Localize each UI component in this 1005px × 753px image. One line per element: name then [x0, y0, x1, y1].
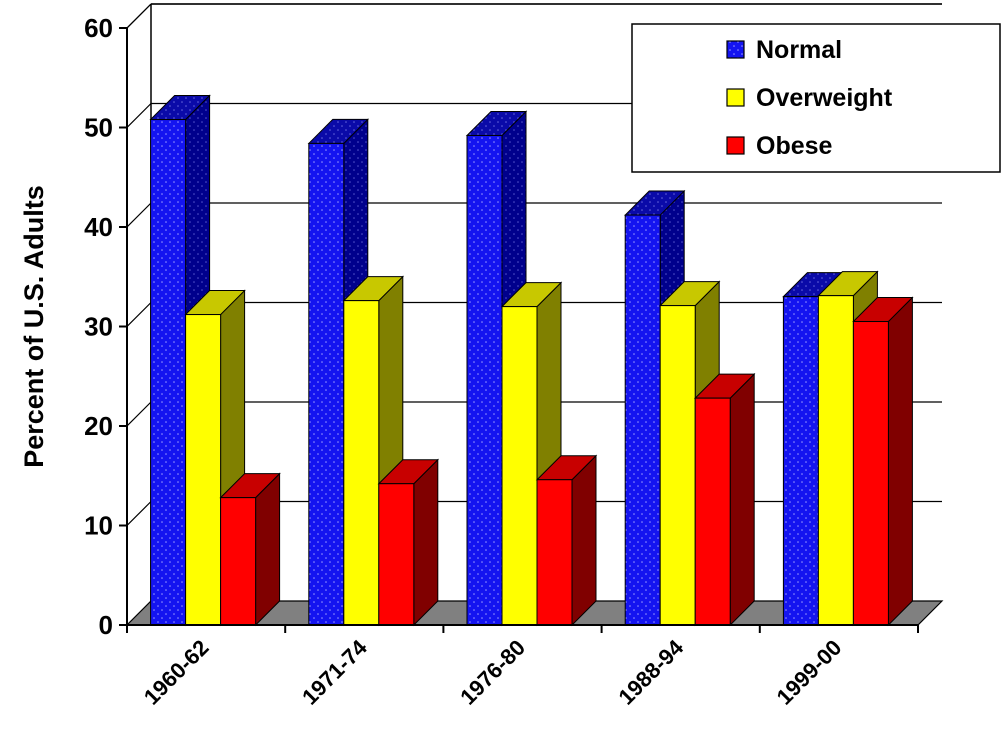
bar-side-face: [729, 372, 755, 627]
bar-front-face: [466, 134, 503, 626]
bar-front-face: [782, 296, 819, 626]
legend-label-overweight: Overweight: [756, 84, 893, 112]
x-category-label: 1988-94: [613, 634, 688, 709]
bar-front-face: [694, 397, 731, 626]
bar-front-face: [852, 321, 889, 626]
y-tick-label: 40: [84, 212, 113, 242]
y-tick-label: 20: [84, 411, 113, 441]
legend-swatch-normal: [726, 40, 745, 59]
bar-front-face: [308, 142, 345, 626]
gridline-side: [126, 401, 152, 427]
bar-side-face: [413, 458, 439, 627]
bar-obese: [219, 472, 281, 627]
legend: Normal Overweight Obese: [631, 23, 1001, 173]
bar-side-face: [255, 472, 281, 627]
y-tick-label: 50: [84, 113, 113, 143]
bar-front-face: [817, 295, 854, 626]
y-axis-top-edge: [126, 3, 152, 29]
bar-front-face: [220, 497, 257, 626]
bar-front-face: [150, 119, 187, 626]
bar-obese: [852, 296, 914, 627]
legend-swatch-overweight: [726, 88, 745, 107]
legend-label-normal: Normal: [756, 36, 842, 64]
legend-box: [631, 23, 1001, 173]
gridline-side: [126, 202, 152, 228]
y-tick-label: 10: [84, 511, 113, 541]
bar-front-face: [343, 300, 380, 626]
y-tick-label: 30: [84, 312, 113, 342]
x-category-label: 1960-62: [139, 635, 214, 710]
bar-front-face: [624, 214, 661, 626]
gridline-side: [126, 501, 152, 526]
legend-label-obese: Obese: [756, 132, 833, 160]
bar-obese: [693, 372, 756, 627]
bar-front-face: [501, 306, 538, 626]
bar-side-face: [887, 296, 913, 627]
y-tick-label: 60: [84, 13, 113, 43]
bar-side-face: [571, 454, 597, 627]
bar-front-face: [536, 479, 573, 626]
x-category-label: 1999-00: [772, 635, 847, 710]
bar-front-face: [185, 314, 222, 626]
gridline-side: [126, 103, 152, 128]
gridline-side: [126, 302, 152, 327]
bar-front-face: [659, 305, 696, 626]
y-tick-label: 0: [99, 610, 113, 640]
x-category-label: 1976-80: [455, 635, 530, 710]
bar-obese: [377, 458, 440, 627]
y-axis-title: Percent of U.S. Adults: [19, 185, 49, 468]
bar-front-face: [378, 483, 415, 626]
bar-obese: [535, 454, 598, 627]
x-category-label: 1971-74: [297, 634, 372, 709]
bars: [149, 94, 914, 627]
legend-swatch-obese: [726, 136, 745, 155]
